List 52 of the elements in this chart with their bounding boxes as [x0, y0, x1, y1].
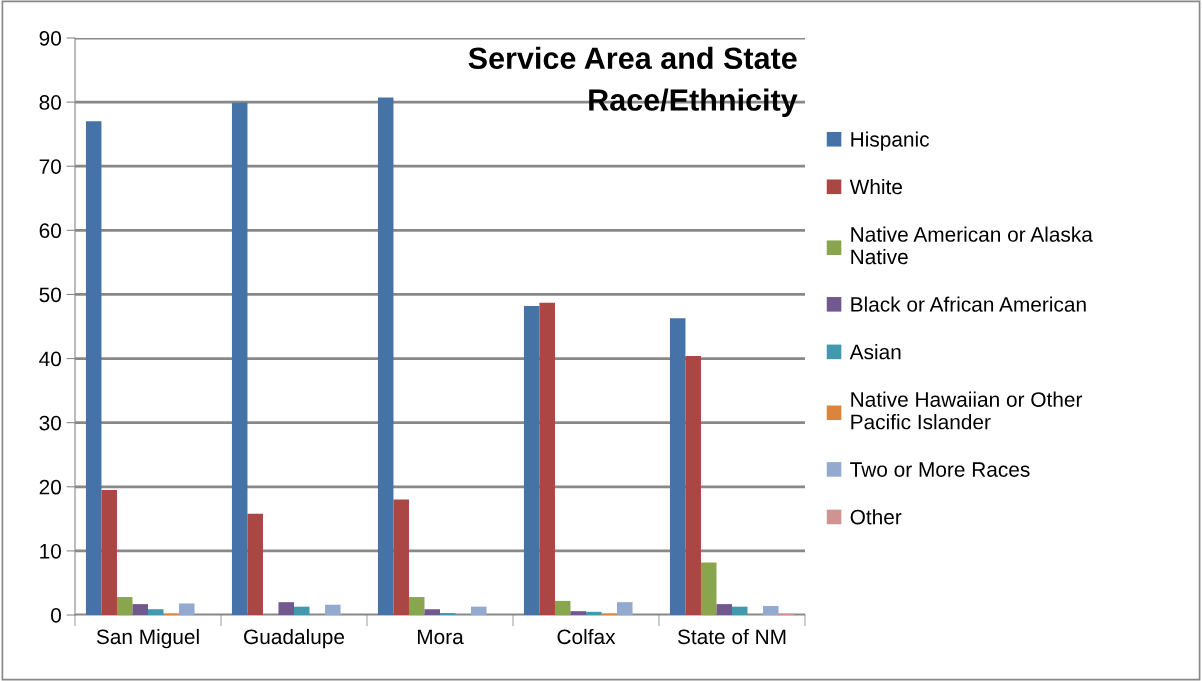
bar [132, 604, 148, 615]
x-tick-label: Guadalupe [244, 628, 345, 649]
bar [554, 600, 571, 615]
bar [669, 318, 686, 615]
legend-label: Other [850, 509, 902, 525]
legend-label: Hispanic [851, 131, 930, 151]
y-tick-label: 90 [39, 31, 61, 46]
x-tick-label: San Miguel [96, 628, 199, 649]
bar [408, 597, 425, 615]
legend-label: Black or African American [851, 296, 1086, 312]
bar [523, 305, 540, 615]
bar [278, 602, 294, 615]
y-tick-label: 20 [39, 479, 61, 495]
bar [685, 355, 701, 615]
bar [116, 597, 133, 615]
legend-label: Asian [849, 344, 901, 360]
bar [471, 606, 487, 615]
legend-label: Native Hawaiian or Other Pacific Islander [851, 391, 1083, 430]
bar [539, 302, 555, 615]
bar [179, 603, 195, 615]
bar [716, 604, 732, 615]
y-tick-label: 70 [39, 159, 61, 174]
bar [148, 609, 164, 615]
y-tick-label: 10 [40, 543, 61, 559]
y-tick-label: 80 [39, 95, 61, 110]
y-tick-label: 40 [39, 351, 61, 367]
bar [424, 609, 440, 615]
y-tick-label: 50 [39, 287, 61, 303]
bar [763, 606, 779, 615]
x-tick-label: Mora [417, 629, 464, 645]
bar [617, 602, 633, 615]
text: Service Area and State Race/Ethnicity [468, 46, 798, 117]
legend-label: Native American or Alaska Native [851, 226, 1093, 265]
bar [586, 611, 602, 615]
bar [700, 562, 717, 615]
y-tick-label: 60 [39, 223, 61, 239]
y-tick-label: 30 [39, 415, 61, 431]
bar [325, 604, 341, 615]
x-tick-label: Colfax [557, 628, 616, 645]
bar [393, 499, 409, 615]
legend-label: Two or More Races [850, 462, 1030, 477]
y-tick-label: 0 [51, 608, 61, 623]
bar [247, 513, 263, 615]
bar [85, 121, 102, 615]
legend-label: White [849, 178, 902, 195]
bar [570, 611, 586, 615]
bar [732, 606, 748, 615]
bar [377, 97, 394, 615]
bar [101, 489, 117, 615]
bar [294, 606, 310, 615]
bar [231, 102, 248, 615]
x-tick-label: State of NM [677, 628, 786, 645]
